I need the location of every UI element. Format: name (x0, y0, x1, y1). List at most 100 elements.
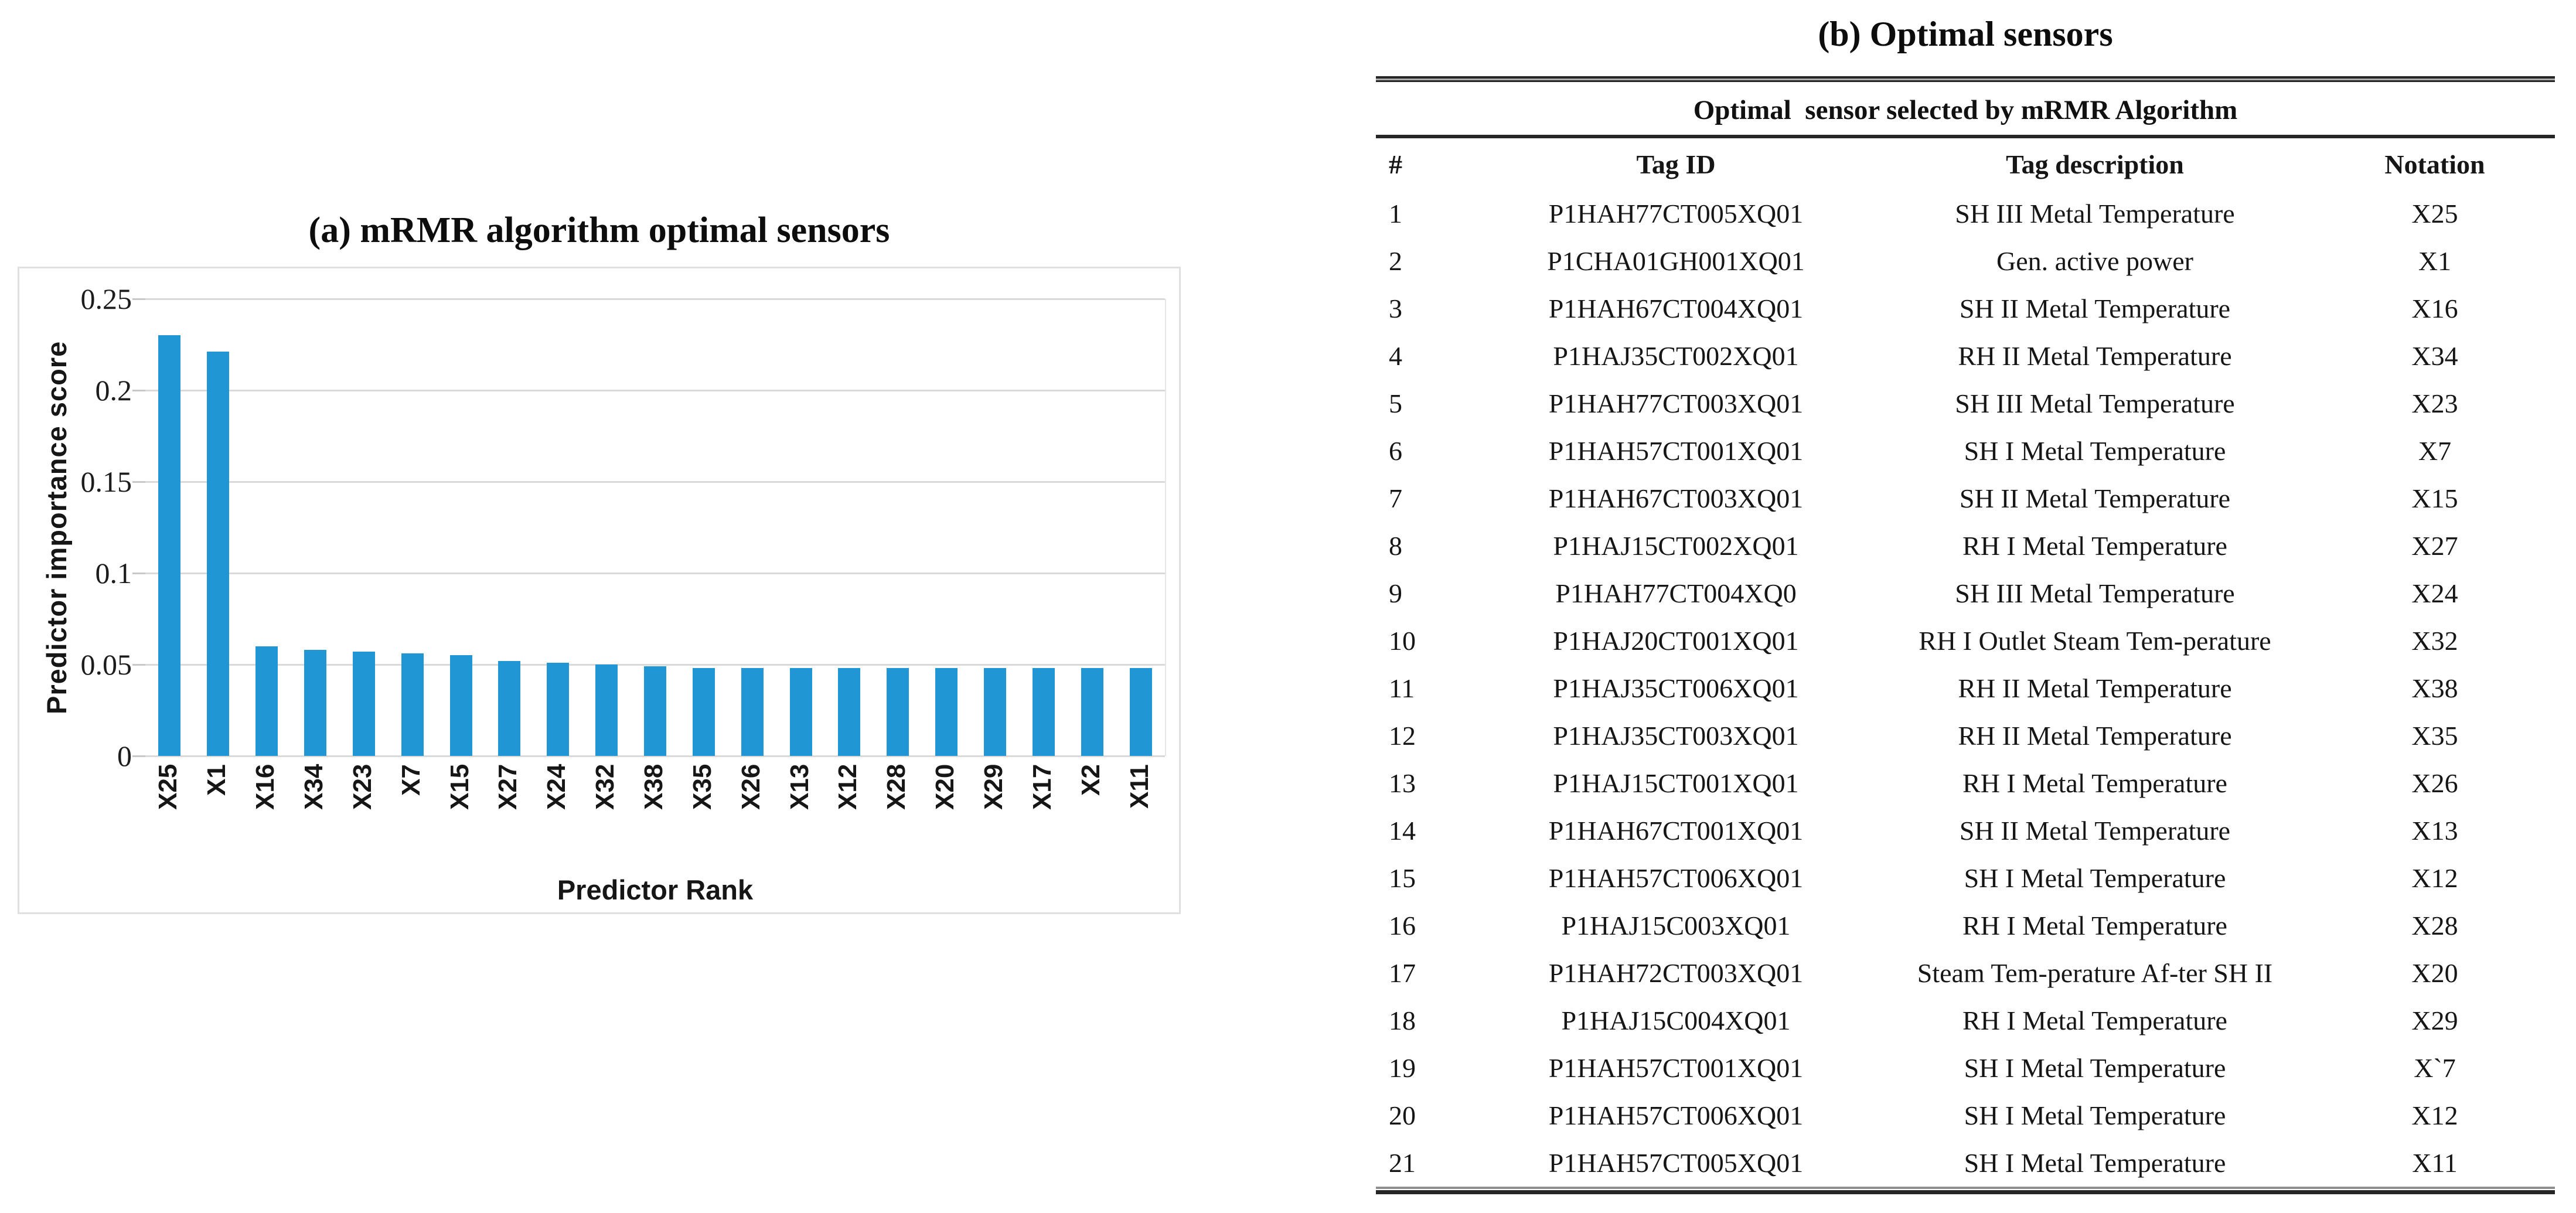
y-axis-tick (132, 390, 145, 391)
table-row: 13 P1HAJ15CT001XQ01 RH I Metal Temperature… (1376, 759, 2555, 807)
table-row: 16 P1HAJ15C003XQ01 RH I Metal Temperature X… (1376, 902, 2555, 949)
bar-x12 (838, 668, 861, 756)
notation: X32 (2411, 626, 2458, 656)
y-tick-label: 0.05 (80, 648, 132, 681)
tag-id: P1HAJ35CT003XQ01 (1553, 721, 1799, 751)
notation: X13 (2411, 816, 2458, 846)
bar-x34 (304, 650, 326, 756)
bar-x27 (498, 660, 521, 756)
tag-id: P1HAH57CT005XQ01 (1548, 1148, 1804, 1178)
row-number: 20 (1389, 1100, 1416, 1130)
x-axis-title: Predictor Rank (557, 874, 754, 905)
tag-id: P1HAH77CT003XQ01 (1548, 389, 1804, 418)
notation: X15 (2411, 483, 2458, 513)
row-number: 15 (1389, 863, 1416, 893)
x-tick-label: X17 (1027, 764, 1057, 810)
column-header-description: Tag description (2006, 149, 2184, 179)
row-number: 17 (1389, 958, 1416, 988)
gridline (145, 664, 1165, 666)
notation: X34 (2411, 341, 2458, 371)
tag-id: P1HAH57CT006XQ01 (1548, 863, 1804, 893)
row-number: 7 (1389, 483, 1402, 513)
tag-id: P1HAH77CT004XQ0 (1555, 578, 1797, 608)
row-number: 5 (1389, 389, 1402, 418)
row-number: 13 (1389, 768, 1416, 798)
tag-description: SH III Metal Temperature (1955, 578, 2235, 608)
tag-description: SH II Metal Temperature (1959, 483, 2231, 513)
table-top-rule (1376, 76, 2555, 82)
table-caption: Optimal sensor selected by mRMR Algorith… (1693, 95, 2238, 125)
tag-description: SH II Metal Temperature (1959, 816, 2231, 846)
table-row: 18 P1HAJ15C004XQ01 RH I Metal Temperature X… (1376, 997, 2555, 1044)
tag-id: P1HAH72CT003XQ01 (1548, 958, 1804, 988)
chart-title: (a) mRMR algorithm optimal sensors (308, 210, 890, 250)
bar-x2 (1081, 668, 1103, 756)
bar-x25 (158, 335, 181, 756)
table-row: 15 P1HAH57CT006XQ01 SH I Metal Temperature… (1376, 854, 2555, 902)
y-axis-tick (132, 481, 145, 483)
column-header-num: # (1389, 149, 1402, 179)
row-number: 18 (1389, 1006, 1416, 1035)
tag-id: P1HAH57CT001XQ01 (1548, 1053, 1804, 1083)
x-tick-label: X1 (202, 764, 231, 796)
tag-description: SH I Metal Temperature (1964, 1148, 2226, 1178)
x-tick-label: X16 (251, 764, 280, 810)
tag-description: SH II Metal Temperature (1959, 294, 2231, 323)
tag-description: SH III Metal Temperature (1955, 389, 2235, 418)
notation: X16 (2411, 294, 2458, 323)
notation: X11 (2412, 1148, 2458, 1178)
table-mid-rule (1376, 135, 2555, 138)
y-axis-tick (132, 573, 145, 574)
tag-description: RH II Metal Temperature (1958, 721, 2232, 751)
tag-id: P1HAJ20CT001XQ01 (1553, 626, 1799, 656)
column-header-tag-id: Tag ID (1636, 149, 1716, 179)
gridline (145, 298, 1165, 300)
bar-x23 (352, 652, 375, 756)
x-tick-label: X25 (154, 764, 183, 810)
y-axis-title: Predictor importance score (41, 340, 72, 714)
tag-description: RH I Outlet Steam Tem-perature (1919, 626, 2271, 656)
bar-x28 (887, 668, 909, 756)
table-row: 21 P1HAH57CT005XQ01 SH I Metal Temperature… (1376, 1139, 2555, 1187)
notation: X23 (2411, 389, 2458, 418)
notation: X12 (2411, 1100, 2458, 1130)
tag-description: SH I Metal Temperature (1964, 1053, 2226, 1083)
tag-description: Steam Tem-perature Af-ter SH II (1917, 958, 2273, 988)
bar-x26 (741, 668, 764, 756)
tag-id: P1HAH57CT006XQ01 (1548, 1100, 1804, 1130)
bar-x35 (692, 668, 715, 756)
bar-x7 (401, 653, 424, 756)
chart-box: Predictor importance score 0 0.05 0.1 0.15 0… (18, 267, 1181, 914)
plot-area: 0 0.05 0.1 0.15 0.2 0.25 X25 X1 X16 X34 X23 X7 X15 X2… (81, 282, 1166, 810)
bar-x1 (207, 352, 230, 756)
x-tick-label: X2 (1076, 764, 1105, 796)
table-row: 2 P1CHA01GH001XQ01 Gen. active power X1 (1376, 237, 2555, 285)
bar-x24 (547, 662, 570, 756)
notation: X29 (2411, 1006, 2458, 1035)
notation: X20 (2411, 958, 2458, 988)
notation: X28 (2411, 911, 2458, 941)
x-tick-label: X20 (931, 764, 960, 810)
table-row: 14 P1HAH67CT001XQ01 SH II Metal Temperatur… (1376, 807, 2555, 854)
tag-id: P1HAJ15C004XQ01 (1561, 1006, 1791, 1035)
x-tick-label: X32 (591, 764, 620, 810)
x-tick-label: X29 (979, 764, 1008, 810)
table-bottom-rule (1376, 1187, 2555, 1194)
tag-id: P1HAH57CT001XQ01 (1548, 436, 1804, 466)
tag-id: P1HAH67CT001XQ01 (1548, 816, 1804, 846)
row-number: 8 (1389, 531, 1402, 561)
tag-id: P1HAJ35CT006XQ01 (1553, 673, 1799, 703)
table-row: 1 P1HAH77CT005XQ01 SH III Metal Temperatur… (1376, 190, 2555, 237)
table-row: 17 P1HAH72CT003XQ01 Steam Tem-perature Af-… (1376, 949, 2555, 997)
tag-id: P1HAH77CT005XQ01 (1548, 199, 1804, 229)
table-row: 7 P1HAH67CT003XQ01 SH II Metal Temperature… (1376, 475, 2555, 522)
notation: X27 (2411, 531, 2458, 561)
tag-description: RH I Metal Temperature (1962, 911, 2227, 941)
bar-x16 (255, 646, 278, 756)
x-tick-label: X35 (687, 764, 717, 810)
notation: X`7 (2414, 1053, 2456, 1083)
y-axis-tick (132, 664, 145, 666)
tag-id: P1HAH67CT003XQ01 (1548, 483, 1804, 513)
row-number: 16 (1389, 911, 1416, 941)
